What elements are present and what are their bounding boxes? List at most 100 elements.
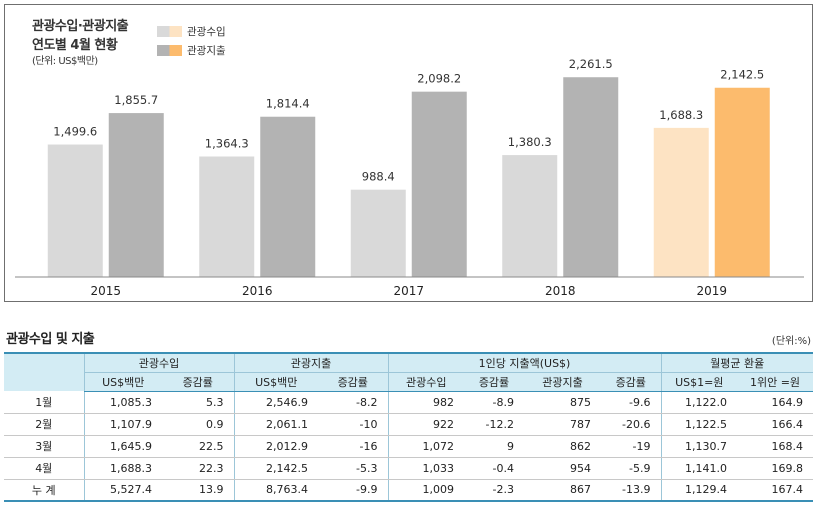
legend-swatch-income	[157, 26, 182, 37]
row-label: 2월	[4, 413, 84, 436]
table-cell: 0.9	[162, 413, 234, 436]
legend-item-income: 관광수입	[157, 22, 226, 41]
data-label: 988.4	[362, 170, 395, 184]
table-cell: 1,085.3	[83, 391, 162, 414]
table-cell: 9	[464, 435, 524, 458]
table-cell: 1,129.4	[660, 479, 737, 502]
table-cell: 982	[387, 391, 464, 414]
row-label: 3월	[4, 435, 84, 458]
table-cell: 1,130.7	[660, 435, 737, 458]
sub-header: 증감률	[162, 372, 234, 392]
table-cell: 922	[387, 413, 464, 436]
table-cell: 1,141.0	[660, 457, 737, 480]
table-cell: -10	[318, 413, 388, 436]
data-label: 2,261.5	[569, 57, 613, 71]
x-tick-label: 2017	[393, 284, 424, 298]
sub-header: 증감률	[318, 372, 388, 392]
bar-expense-2015	[108, 113, 164, 277]
chart-title-line2: 연도별 4월 현황	[32, 38, 118, 53]
table-cell: -20.6	[601, 413, 661, 436]
x-tick-label: 2019	[696, 284, 727, 298]
table-cell: 875	[524, 391, 601, 414]
legend-label-income: 관광수입	[187, 26, 226, 38]
table-row: 3월 1,645.9 22.5 2,012.9 -16 1,072 9 862 -19 1,130…	[4, 435, 813, 458]
data-label: 1,499.6	[53, 125, 97, 139]
table-cell: 1,033	[387, 457, 464, 480]
table-cell: 1,072	[387, 435, 464, 458]
table-cell: 13.9	[162, 479, 234, 502]
data-label: 1,855.7	[114, 93, 158, 107]
table-cell: -9.9	[318, 479, 388, 502]
bar-expense-2017	[411, 91, 467, 277]
table-cell: 166.4	[737, 413, 813, 436]
table-row: 1월 1,085.3 5.3 2,546.9 -8.2 982 -8.9 875 -9.6 1,1…	[4, 391, 813, 414]
table-cell: 2,546.9	[233, 391, 318, 414]
chart-legend: 관광수입 관광지출	[157, 22, 226, 60]
table-cell: -19	[601, 435, 661, 458]
group-header-income: 관광수입	[83, 352, 234, 373]
group-header-exchange: 월평균 환율	[660, 352, 813, 373]
table-cell: 1,688.3	[83, 457, 162, 480]
chart-panel: 1,499.6 1,855.7 2015 1,364.3 1,814.4 2016 988.…	[4, 4, 813, 302]
x-tick-label: 2015	[90, 284, 121, 298]
sub-header: 증감률	[601, 372, 661, 392]
table-body: 1월 1,085.3 5.3 2,546.9 -8.2 982 -8.9 875 -9.6 1,1…	[4, 391, 813, 502]
data-label: 1,814.4	[266, 97, 310, 111]
table-cell: -9.6	[601, 391, 661, 414]
header-corner	[4, 352, 84, 391]
table-sub-header-row: US$백만 증감률 US$백만 증감률 관광수입 증감률 관광지출 증감률 US…	[4, 372, 813, 392]
bar-income-2019	[653, 127, 709, 277]
sub-header: US$1=원	[660, 372, 737, 392]
data-table: 관광수입 관광지출 1인당 지출액(US$) 월평균 환율 US$백만 증감률 …	[4, 352, 813, 502]
group-header-expense: 관광지출	[233, 352, 388, 373]
bar-income-2017	[350, 189, 406, 277]
table-cell: -5.3	[318, 457, 388, 480]
data-label: 2,142.5	[720, 68, 764, 82]
table-cell: 5,527.4	[83, 479, 162, 502]
x-tick-label: 2016	[242, 284, 273, 298]
data-label: 2,098.2	[417, 72, 461, 86]
table-cell: 22.3	[162, 457, 234, 480]
table-cell: 169.8	[737, 457, 813, 480]
sub-header: 1위안 =원	[737, 372, 813, 392]
table-cell: -16	[318, 435, 388, 458]
table-cell: -8.9	[464, 391, 524, 414]
chart-title: 관광수입·관광지출 연도별 4월 현황 (단위: US$백만)	[32, 17, 129, 69]
row-label: 1월	[4, 391, 84, 414]
chart-title-line1: 관광수입·관광지출	[32, 19, 129, 34]
table-cell: 5.3	[162, 391, 234, 414]
table-cell: -0.4	[464, 457, 524, 480]
table-cell: 1,645.9	[83, 435, 162, 458]
table-cell: 1,107.9	[83, 413, 162, 436]
data-label: 1,380.3	[508, 135, 552, 149]
table-cell: -12.2	[464, 413, 524, 436]
row-label: 4월	[4, 457, 84, 480]
legend-swatch-expense	[157, 45, 182, 56]
row-label: 누 계	[4, 479, 84, 502]
table-cell: 167.4	[737, 479, 813, 502]
sub-header: 증감률	[464, 372, 524, 392]
table-title: 관광수입 및 지출	[6, 332, 95, 347]
table-cell: 2,061.1	[233, 413, 318, 436]
table-row: 4월 1,688.3 22.3 2,142.5 -5.3 1,033 -0.4 954 -5.9…	[4, 457, 813, 480]
table-cell: 2,012.9	[233, 435, 318, 458]
legend-label-expense: 관광지출	[187, 45, 226, 57]
x-tick-label: 2018	[545, 284, 576, 298]
bar-income-2018	[502, 155, 558, 277]
bar-expense-2019	[714, 87, 770, 277]
table-unit: (단위:%)	[771, 336, 811, 347]
sub-header: 관광수입	[387, 372, 464, 392]
table-cell: -5.9	[601, 457, 661, 480]
table-cell: 787	[524, 413, 601, 436]
legend-item-expense: 관광지출	[157, 41, 226, 60]
table-cell: 8,763.4	[233, 479, 318, 502]
table-row: 2월 1,107.9 0.9 2,061.1 -10 922 -12.2 787 -20.6 1,…	[4, 413, 813, 436]
table-cell: 862	[524, 435, 601, 458]
data-label: 1,364.3	[205, 136, 249, 150]
bar-expense-2016	[260, 116, 316, 277]
table-cell: -13.9	[601, 479, 661, 502]
table-group-header-row: 관광수입 관광지출 1인당 지출액(US$) 월평균 환율	[4, 352, 813, 391]
table-cell: 1,122.0	[660, 391, 737, 414]
bar-income-2016	[199, 156, 255, 277]
table-cell: -2.3	[464, 479, 524, 502]
